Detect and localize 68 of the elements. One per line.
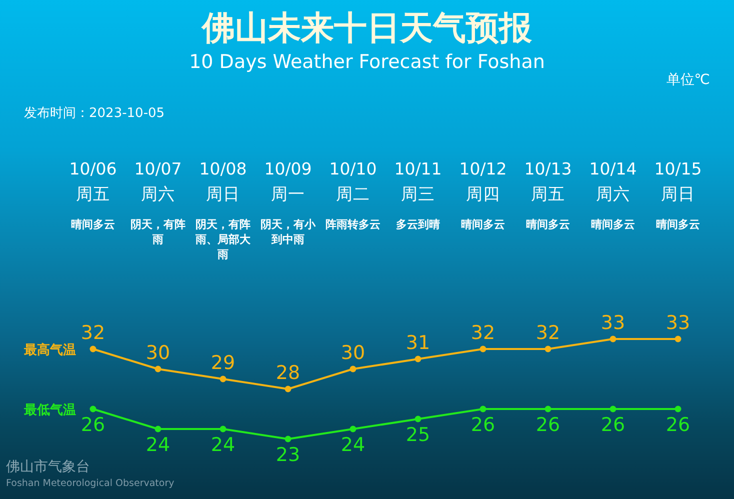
text: 晴间多云 (461, 218, 505, 231)
x-tick-label: 10/13 周五 (524, 160, 572, 204)
x-tick-label: 10/07 周六 (134, 160, 182, 204)
point (220, 426, 226, 432)
point (154, 366, 162, 372)
x-tick-label: 10/10 周二 (329, 160, 377, 204)
data-label: 26 (470, 414, 496, 436)
data-label: 24 (210, 434, 236, 456)
data-label: 33 (600, 312, 626, 334)
point (544, 406, 552, 412)
text: 阴天，有小到中雨 (260, 218, 316, 246)
point (480, 406, 486, 412)
point (350, 426, 356, 432)
chart-subtitle: 10 Days Weather Forecast for Foshan (189, 51, 545, 73)
data-label: 26 (666, 414, 690, 436)
point (544, 346, 552, 352)
data-label: 30 (340, 342, 366, 364)
data-label: 24 (340, 434, 366, 456)
data-label: 31 (406, 332, 430, 354)
text: 发布时间：2023-10-05 (24, 106, 165, 121)
point (284, 386, 292, 392)
text: 晴间多云 (656, 218, 700, 231)
point (414, 356, 422, 362)
x-tick-label: 10/14 周六 (589, 160, 637, 204)
x-tick-label: 10/15 周日 (654, 160, 702, 204)
x-tick-label: 10/09 周一 (264, 160, 312, 204)
text: 阴天，有阵雨、局部大雨 (194, 218, 252, 261)
x-tick-label: 10/11 周三 (394, 160, 442, 204)
point (414, 416, 422, 422)
data-label: 29 (210, 352, 236, 374)
text: 佛山市气象台 (6, 459, 90, 475)
data-label: 24 (146, 434, 170, 456)
text: 晴间多云 (71, 218, 115, 231)
x-tick-label: 10/08 周日 (199, 160, 247, 204)
data-label: 26 (80, 414, 106, 436)
text: 单位℃ (666, 72, 710, 88)
data-label: 23 (276, 444, 300, 466)
point (610, 336, 616, 342)
text: 阵雨转多云 (326, 218, 380, 231)
series-label: 最高气温 (23, 342, 76, 358)
x-tick-label: 10/12 周四 (459, 160, 507, 204)
point (90, 406, 96, 412)
point (610, 406, 616, 412)
x-tick-label: 10/06 周五 (69, 160, 117, 204)
point (220, 376, 226, 382)
text: Foshan Meteorological Observatory (6, 478, 175, 489)
text: 阴天，有阵雨 (130, 218, 186, 246)
chart-title: 佛山未来十日天气预报 (201, 8, 533, 47)
text: 晴间多云 (526, 218, 570, 231)
data-label: 28 (276, 362, 300, 384)
point (674, 406, 682, 412)
data-label: 32 (536, 322, 560, 344)
data-label: 33 (666, 312, 690, 334)
point (350, 366, 356, 372)
data-label: 25 (406, 424, 430, 446)
data-label: 26 (536, 414, 560, 436)
point (284, 436, 292, 442)
point (90, 346, 96, 352)
data-label: 32 (80, 322, 106, 344)
point (674, 336, 682, 342)
text: 多云到晴 (396, 218, 440, 231)
data-label: 30 (146, 342, 170, 364)
point (154, 426, 162, 432)
data-label: 32 (470, 322, 496, 344)
data-label: 26 (600, 414, 626, 436)
series-label: 最低气温 (23, 403, 76, 418)
point (480, 346, 486, 352)
text: 晴间多云 (591, 218, 635, 231)
